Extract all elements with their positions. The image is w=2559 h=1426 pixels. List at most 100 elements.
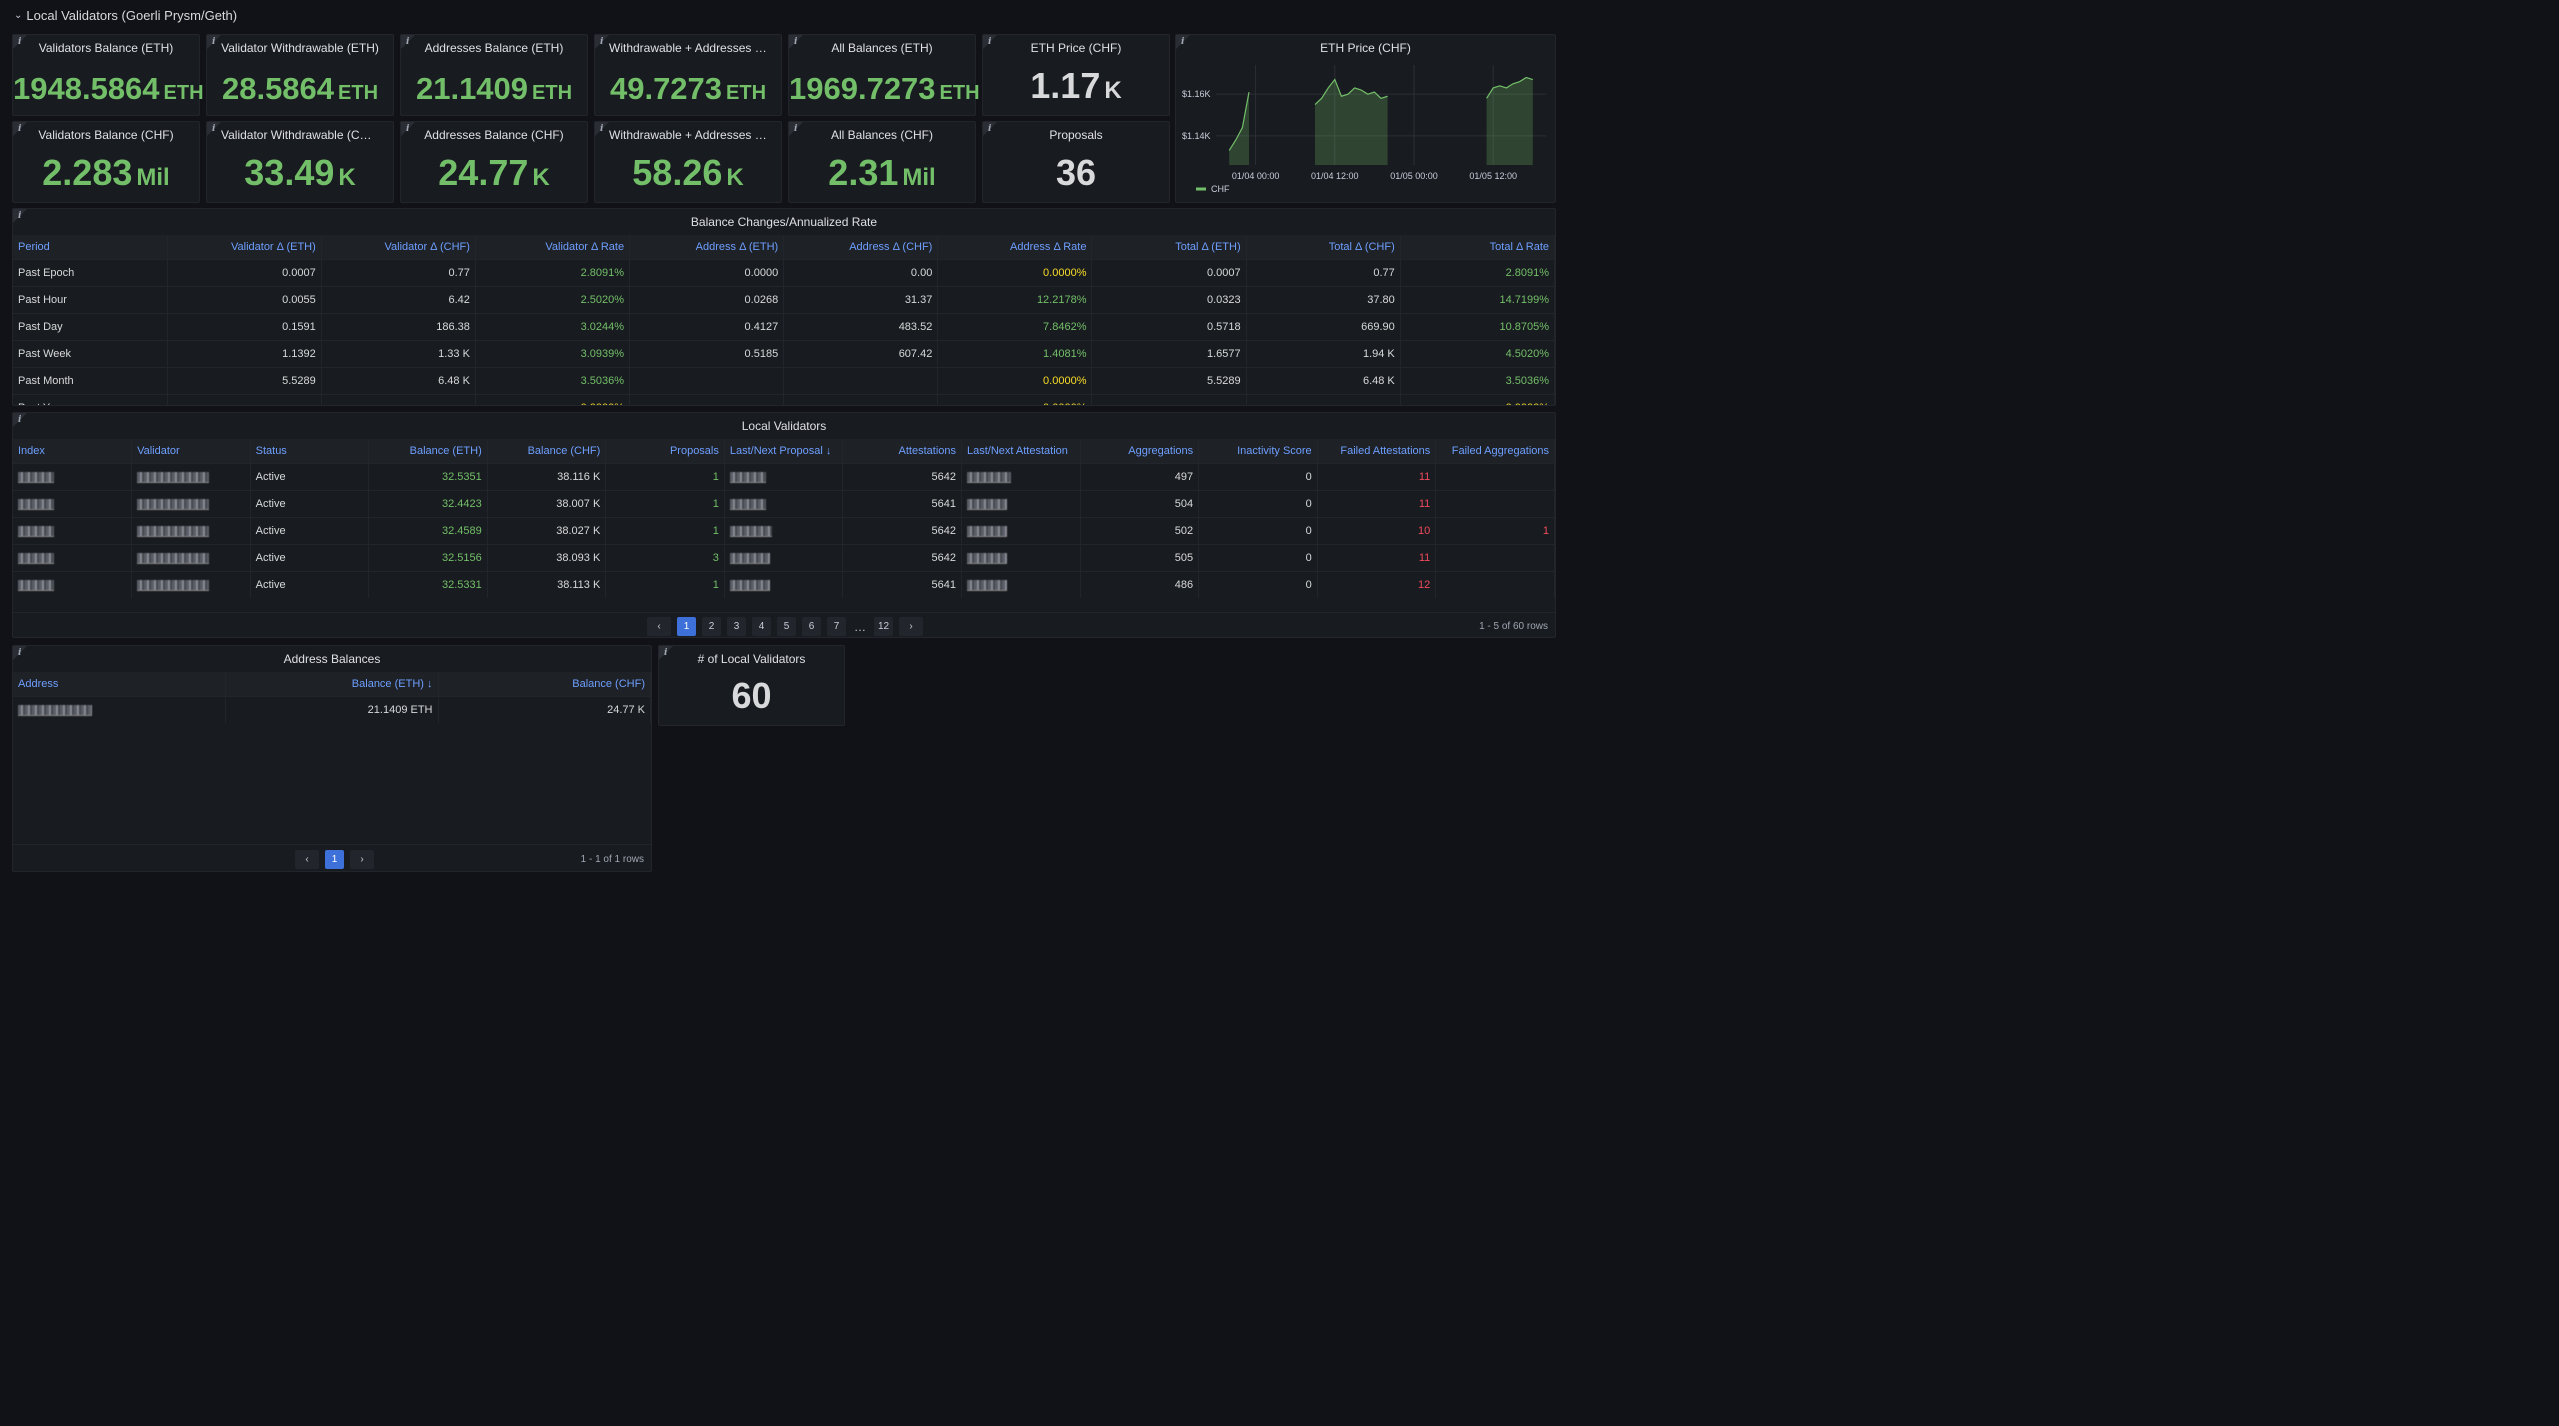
stat-value: 2.283 Mil: [13, 152, 199, 194]
column-header[interactable]: Validator: [131, 439, 251, 464]
column-header[interactable]: Total Δ Rate: [1400, 235, 1555, 260]
stat-panel: i Validators Balance (CHF) 2.283 Mil: [12, 121, 200, 203]
stat-unit: ETH: [532, 82, 573, 104]
column-header[interactable]: Last/Next Attestation: [961, 439, 1081, 464]
table-cell: 0.1591: [167, 313, 322, 341]
info-icon[interactable]: i: [794, 124, 798, 134]
validator-index[interactable]: [13, 490, 133, 518]
column-header[interactable]: Address Δ (CHF): [783, 235, 939, 260]
validator-pubkey[interactable]: [131, 517, 251, 545]
info-icon[interactable]: i: [794, 37, 798, 47]
info-icon[interactable]: i: [18, 415, 22, 425]
next-page-button[interactable]: ›: [899, 617, 923, 636]
last-next-attestation-link[interactable]: [961, 544, 1081, 572]
column-header[interactable]: Validator Δ (ETH): [167, 235, 322, 260]
column-header[interactable]: Balance (CHF): [487, 439, 607, 464]
last-next-proposal-link[interactable]: [724, 463, 844, 491]
chevron-down-icon[interactable]: ⌄: [14, 10, 23, 21]
info-icon[interactable]: i: [406, 124, 410, 134]
table-cell: [167, 394, 322, 405]
info-icon[interactable]: i: [212, 124, 216, 134]
column-header[interactable]: Validator Δ (CHF): [321, 235, 476, 260]
column-header[interactable]: Proposals: [605, 439, 725, 464]
prev-page-button[interactable]: ‹: [295, 850, 319, 869]
page-button[interactable]: 5: [777, 617, 796, 636]
page-button[interactable]: 2: [702, 617, 721, 636]
column-header[interactable]: Address Δ Rate: [937, 235, 1093, 260]
column-header[interactable]: Attestations: [842, 439, 962, 464]
validator-pubkey[interactable]: [131, 490, 251, 518]
panel-title: ETH Price (CHF): [1030, 41, 1122, 55]
column-header[interactable]: Balance (ETH): [368, 439, 488, 464]
column-header[interactable]: Last/Next Proposal ↓: [724, 439, 844, 464]
validator-pubkey[interactable]: [131, 571, 251, 598]
next-page-button[interactable]: ›: [350, 850, 374, 869]
page-button[interactable]: 4: [752, 617, 771, 636]
info-icon[interactable]: i: [406, 37, 410, 47]
validator-index[interactable]: [13, 544, 133, 572]
column-header[interactable]: Address Δ (ETH): [629, 235, 785, 260]
validator-pubkey[interactable]: [131, 463, 251, 491]
info-icon[interactable]: i: [18, 211, 22, 221]
column-header[interactable]: Inactivity Score: [1198, 439, 1318, 464]
column-header[interactable]: Balance (CHF): [438, 672, 651, 697]
info-icon[interactable]: i: [18, 648, 22, 658]
attestations-cell: 5642: [842, 463, 962, 491]
inactivity-cell: 0: [1198, 544, 1318, 572]
last-next-attestation-link[interactable]: [961, 571, 1081, 598]
validator-pubkey[interactable]: [131, 544, 251, 572]
panel-title: Validator Withdrawable (ETH): [221, 41, 379, 55]
price-chart[interactable]: $1.16K $1.14K 01/04 00:00 01/04 12:00 01/05 …: [1176, 35, 1557, 204]
info-icon[interactable]: i: [988, 37, 992, 47]
table-cell: Past Month: [13, 367, 168, 395]
row-count: 1 - 5 of 60 rows: [1479, 621, 1548, 632]
column-header[interactable]: Failed Attestations: [1317, 439, 1437, 464]
validator-index[interactable]: [13, 517, 133, 545]
info-icon[interactable]: i: [18, 124, 22, 134]
last-next-attestation-link[interactable]: [961, 517, 1081, 545]
last-next-proposal-link[interactable]: [724, 490, 844, 518]
table-row: Active 32.4423 38.007 K 1 5641 504 0 11: [13, 490, 1555, 518]
last-next-proposal-link[interactable]: [724, 517, 844, 545]
table-cell: 0.0000%: [475, 394, 631, 405]
address-link[interactable]: [13, 696, 226, 723]
info-icon[interactable]: i: [212, 37, 216, 47]
row-header[interactable]: ⌄ Local Validators (Goerli Prysm/Geth): [14, 8, 237, 23]
page-button[interactable]: 1: [325, 850, 344, 869]
column-header[interactable]: Validator Δ Rate: [475, 235, 631, 260]
info-icon[interactable]: i: [664, 648, 668, 658]
page-button[interactable]: 3: [727, 617, 746, 636]
table-cell: Past Year: [13, 394, 168, 405]
page-button[interactable]: 1: [677, 617, 696, 636]
column-header[interactable]: Index: [13, 439, 133, 464]
stat-number: 2.283: [42, 152, 133, 193]
last-next-attestation-link[interactable]: [961, 490, 1081, 518]
column-header[interactable]: Status: [250, 439, 370, 464]
last-next-attestation-link[interactable]: [961, 463, 1081, 491]
last-next-proposal-link[interactable]: [724, 544, 844, 572]
column-header[interactable]: Total Δ (CHF): [1246, 235, 1401, 260]
info-icon[interactable]: i: [988, 124, 992, 134]
page-button[interactable]: 12: [874, 617, 893, 636]
column-header[interactable]: Balance (ETH) ↓: [225, 672, 439, 697]
panel-title: Validators Balance (ETH): [38, 41, 174, 55]
column-header[interactable]: Address: [13, 672, 226, 697]
page-button[interactable]: 7: [827, 617, 846, 636]
info-icon[interactable]: i: [18, 37, 22, 47]
column-header[interactable]: Total Δ (ETH): [1091, 235, 1247, 260]
pagination: ‹ 1 ›: [295, 850, 374, 869]
failed-aggregations-cell: 1: [1435, 517, 1555, 545]
validator-index[interactable]: [13, 571, 133, 598]
info-icon[interactable]: i: [1181, 37, 1185, 47]
last-next-proposal-link[interactable]: [724, 571, 844, 598]
table-header-row: Period Validator Δ (ETH) Validator Δ (CHF)…: [13, 235, 1555, 260]
stat-number: 49.7273: [609, 71, 723, 106]
info-icon[interactable]: i: [600, 124, 604, 134]
page-button[interactable]: 6: [802, 617, 821, 636]
validator-index[interactable]: [13, 463, 133, 491]
column-header[interactable]: Period: [13, 235, 168, 260]
column-header[interactable]: Failed Aggregations: [1435, 439, 1555, 464]
prev-page-button[interactable]: ‹: [647, 617, 671, 636]
info-icon[interactable]: i: [600, 37, 604, 47]
column-header[interactable]: Aggregations: [1080, 439, 1200, 464]
